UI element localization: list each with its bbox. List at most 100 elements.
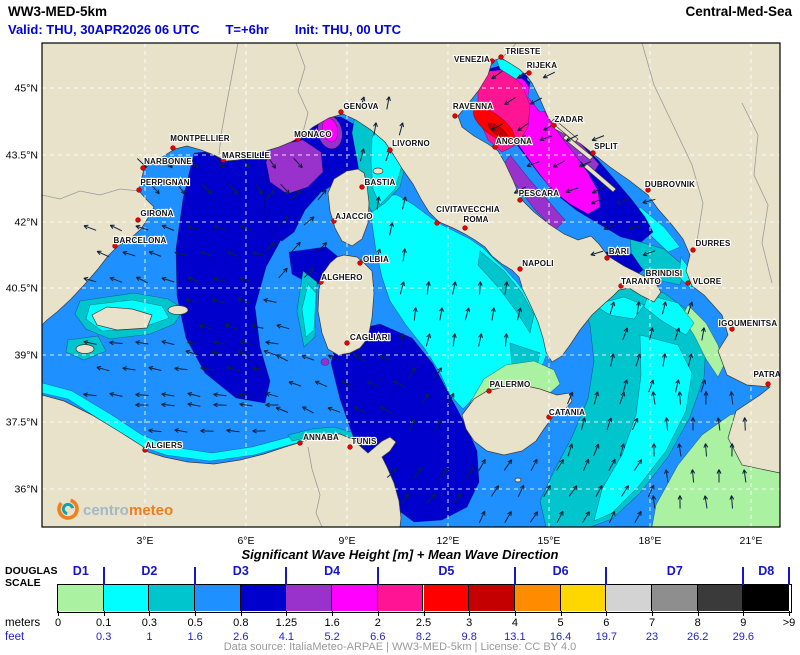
lat-label: 39°N [15, 350, 38, 362]
city-marker [590, 150, 596, 156]
wave-direction-arrow [83, 276, 97, 283]
city-marker [136, 187, 142, 193]
meters-value: >9 [782, 617, 796, 629]
map-caption: Significant Wave Height [m] + Mean Wave … [241, 547, 559, 562]
wave-direction-arrow [252, 428, 266, 434]
land-region [42, 43, 780, 474]
city-label: OLBIA [363, 255, 389, 264]
wave-direction-arrow [174, 251, 188, 257]
wave-direction-arrow [277, 216, 289, 226]
land-region [461, 384, 573, 456]
wave-direction-arrow [303, 216, 315, 226]
douglas-tick [102, 567, 105, 585]
city-label: DUBROVNIK [645, 180, 695, 189]
wave-direction-arrow [359, 148, 365, 162]
wave-direction-arrow [213, 224, 227, 231]
city-marker [338, 109, 344, 115]
wave-direction-arrow [135, 402, 149, 408]
feet-value: 26.2 [686, 631, 709, 643]
wave-direction-arrow [539, 135, 553, 142]
meters-value: 1.25 [275, 617, 298, 629]
boundary-tick [743, 611, 745, 616]
wave-direction-arrow [490, 123, 503, 131]
douglas-scale-label2: SCALE [5, 577, 41, 589]
legend-cell [58, 585, 104, 611]
city-marker [486, 388, 492, 394]
boundary-tick [377, 611, 379, 616]
wave-direction-arrow [477, 281, 483, 295]
wave-direction-arrow [661, 301, 667, 315]
legend-cell [514, 585, 561, 611]
wave-direction-arrow [161, 392, 175, 398]
feet-value: 13.1 [504, 631, 526, 643]
sea-region [643, 294, 695, 336]
lat-label: 37.5°N [6, 417, 38, 429]
wave-direction-arrow [610, 353, 615, 367]
city-marker [112, 243, 118, 249]
lon-label: 3°E [136, 535, 153, 547]
wave-direction-arrow [276, 323, 290, 330]
wave-direction-arrow [400, 493, 410, 505]
legend-cell [332, 585, 378, 611]
wave-direction-arrow [504, 510, 512, 523]
wave-direction-arrow [664, 469, 669, 483]
wave-direction-arrow [590, 250, 604, 257]
wave-direction-arrow [314, 380, 328, 388]
wave-direction-arrow [729, 495, 735, 509]
wave-direction-arrow [239, 339, 253, 346]
wave-direction-arrow [552, 160, 565, 168]
legend-cell [423, 585, 470, 611]
wave-direction-arrow [303, 268, 315, 278]
wave-direction-arrow [148, 366, 162, 371]
wave-direction-arrow [301, 406, 314, 414]
wave-direction-arrow [187, 225, 201, 231]
logo-swirl-inner-icon [61, 502, 75, 516]
boundary-tick [514, 611, 516, 616]
meters-value: 0.8 [233, 617, 249, 629]
wave-direction-arrow [96, 250, 110, 258]
wave-direction-arrow [729, 443, 735, 457]
boundary-tick [58, 611, 59, 616]
city-marker [526, 70, 532, 76]
wave-direction-arrow [226, 428, 240, 434]
boundary-tick [606, 611, 608, 616]
feet-value: 9.8 [461, 631, 477, 643]
feet-value: 16.4 [549, 631, 572, 643]
wave-direction-arrow [389, 222, 394, 236]
lat-label: 42°N [15, 217, 38, 229]
douglas-scale-label: DOUGLAS [5, 565, 58, 577]
wave-direction-arrow [278, 267, 288, 279]
wave-direction-arrow [239, 392, 253, 397]
wave-direction-arrow [556, 459, 564, 471]
wave-direction-arrow [83, 340, 97, 345]
wave-direction-arrow [340, 380, 353, 388]
city-marker [604, 255, 610, 261]
wave-direction-arrow [252, 366, 266, 372]
wave-direction-arrow [529, 511, 539, 523]
wave-direction-arrow [491, 70, 503, 80]
city-marker [517, 197, 523, 203]
wave-direction-arrow [215, 157, 225, 169]
city-label: ALGIERS [146, 441, 183, 450]
city-label: CIVITAVECCHIA [436, 205, 500, 214]
boundary-tick [697, 611, 699, 616]
wave-direction-arrow [265, 402, 279, 408]
meters-value: 0.5 [187, 617, 203, 629]
wave-direction-arrow [517, 307, 522, 321]
wave-direction-arrow [642, 250, 656, 257]
wave-direction-arrow [580, 417, 586, 431]
wave-direction-arrow [228, 183, 238, 195]
wave-direction-arrow [664, 417, 670, 431]
wave-direction-arrow [386, 96, 391, 110]
sea-region [477, 250, 535, 334]
douglas-tick [285, 567, 288, 585]
city-label: ROMA [463, 215, 488, 224]
city-marker [655, 280, 661, 286]
wave-direction-arrow [317, 189, 327, 201]
land-region [317, 254, 375, 356]
land-region [167, 305, 189, 315]
land-region [372, 167, 384, 175]
boundary-tick [423, 611, 425, 616]
wave-direction-arrow [674, 327, 681, 341]
wave-direction-arrow [375, 196, 381, 210]
